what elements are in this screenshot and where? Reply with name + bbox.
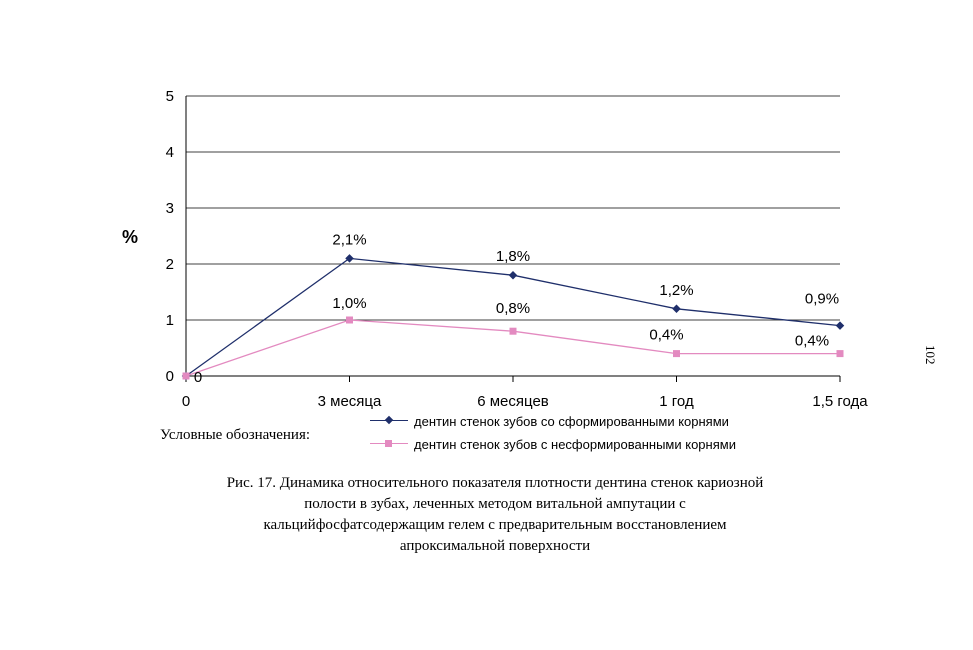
x-tick-label: 0 [182,393,190,410]
y-tick-label: 1 [166,312,174,329]
legend: дентин стенок зубов со сформированными к… [370,411,736,457]
x-tick-label: 6 месяцев [477,393,549,410]
y-tick-label: 2 [166,256,174,273]
data-label: 0 [194,369,202,386]
figure-caption: Рис. 17. Динамика относительного показат… [160,473,830,557]
data-point-square [673,350,680,358]
legend-title: Условные обозначения: [160,427,311,443]
data-point-diamond [835,321,845,330]
data-point-square [182,372,190,380]
y-tick-label: 0 [166,368,174,385]
data-label: 0,4% [649,327,683,344]
legend-item-series-2: дентин стенок зубов с несформированными … [370,434,736,454]
data-label: 0,4% [795,333,829,350]
y-axis-label: % [122,227,138,247]
legend-item-series-1: дентин стенок зубов со сформированными к… [370,411,736,431]
legend-label-series-1: дентин стенок зубов со сформированными к… [414,413,729,429]
y-tick-label: 4 [166,144,174,161]
data-label: 0,9% [805,291,839,308]
caption-line: Рис. 17. Динамика относительного показат… [226,475,764,491]
x-tick-label: 3 месяца [318,393,382,410]
line-chart: 0 1 2 3 4 5 0 3 месяца 6 месяцев 1 год 1,5 года% 0… [122,88,868,410]
caption-line: полости в зубах, леченных методом виталь… [304,496,686,512]
data-label: 1,8% [496,248,530,265]
data-labels: 0 2,1% 1,8% 1,2% 0,9% 1,0% 0,8% 0,4% 0,4% [194,231,839,386]
data-label: 1,0% [332,295,366,312]
data-point-diamond [672,304,681,314]
data-point-diamond [508,270,518,280]
caption-line: апроксимальной поверхности [399,538,591,554]
data-label: 0,8% [496,300,530,317]
y-tick-label: 3 [166,200,174,217]
x-tick-label: 1 год [659,393,694,410]
square-marker-icon [370,439,408,449]
diamond-marker-icon [370,415,408,426]
data-point-square [509,327,517,335]
x-tick-label: 1,5 года [812,393,868,410]
page-number: 102 [923,345,938,365]
data-label: 2,1% [332,231,366,248]
y-tick-label: 5 [166,88,174,105]
data-point-square [346,316,353,324]
data-point-square [836,350,844,358]
data-label: 1,2% [659,282,693,299]
caption-line: кальцийфосфатсодержащим гелем с предвари… [263,517,727,533]
grid-lines [186,95,840,321]
data-point-diamond [345,254,354,263]
series-markers [181,254,845,381]
axes: 0 1 2 3 4 5 0 3 месяца 6 месяцев 1 год 1,5 года% [122,88,868,410]
legend-label-series-2: дентин стенок зубов с несформированными … [414,436,736,452]
